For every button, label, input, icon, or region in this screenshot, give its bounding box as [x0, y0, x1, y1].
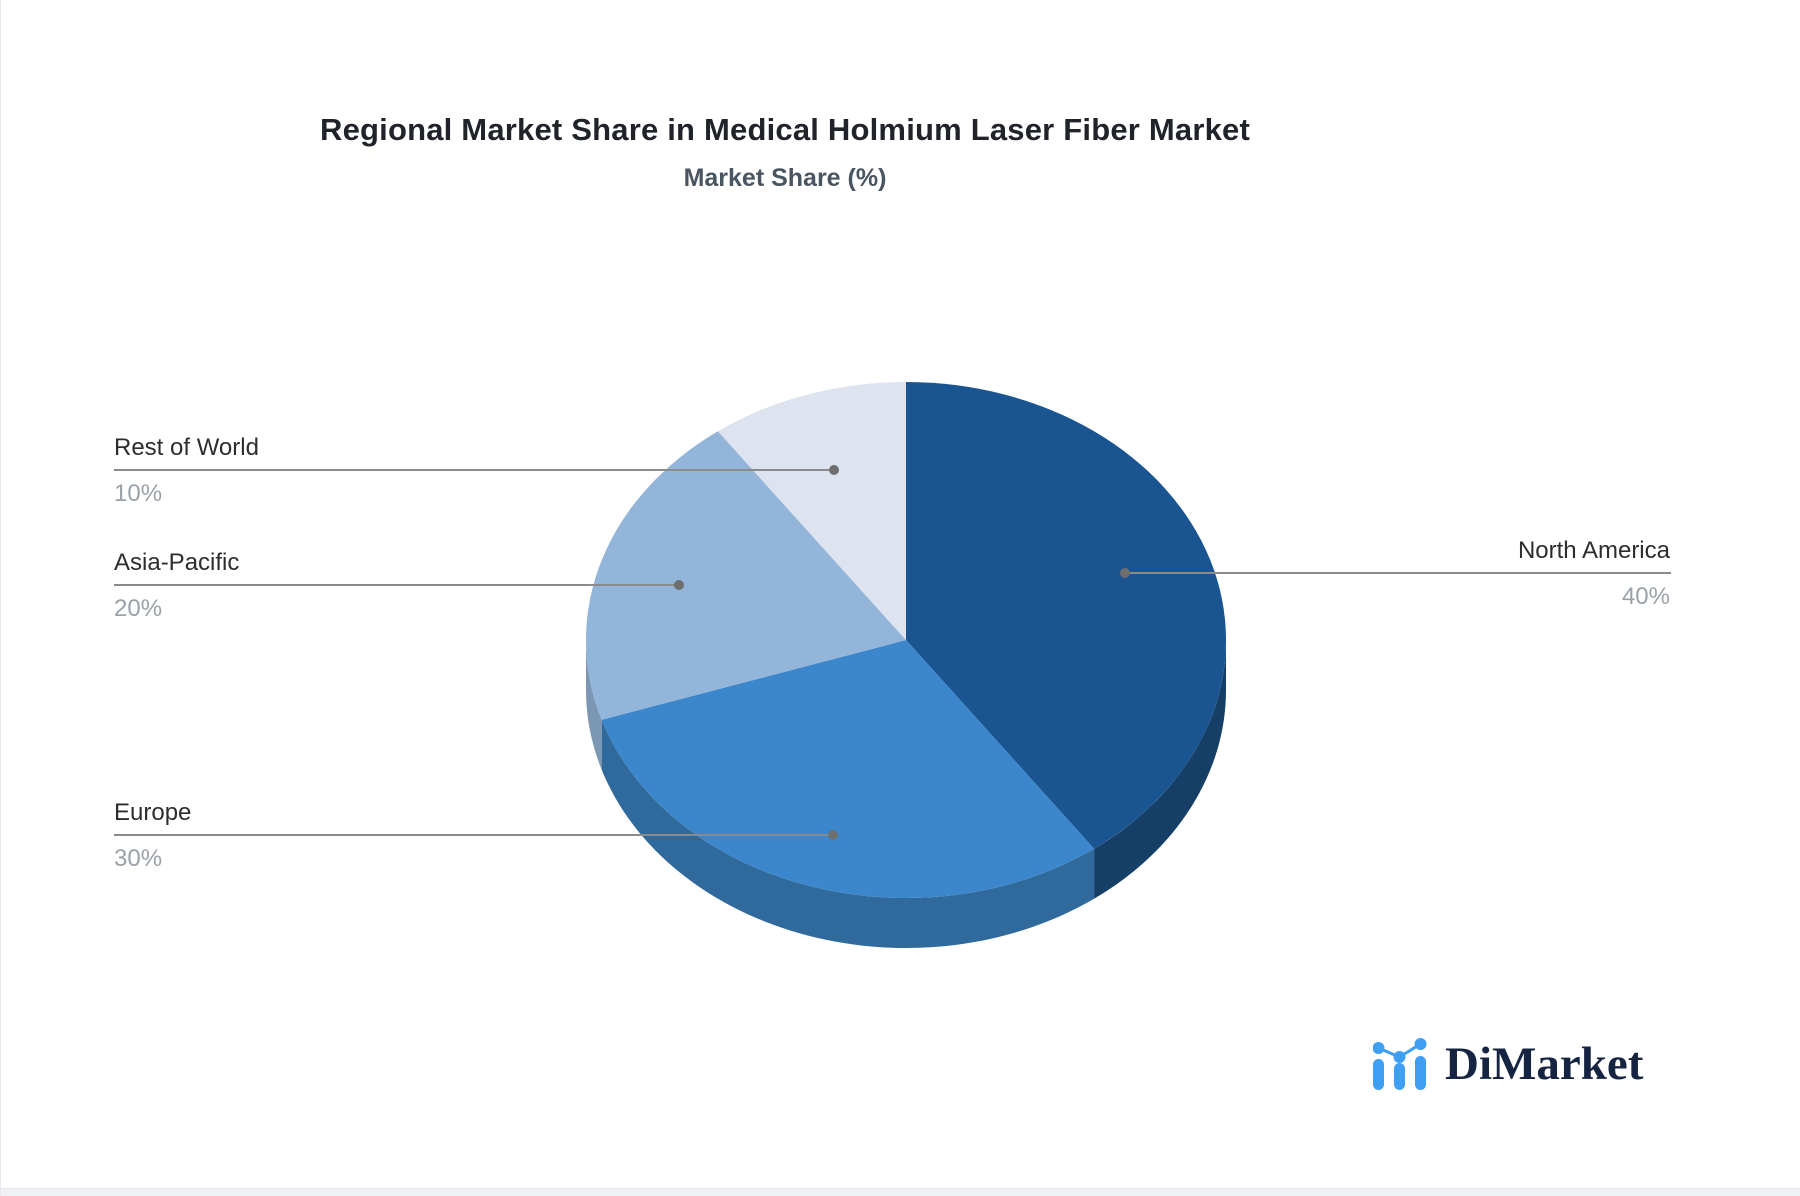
- callout-label-north-america: North America: [1517, 537, 1670, 564]
- callout-label-rest-of-world: Rest of World: [114, 434, 259, 461]
- callout-line-rest-of-world: [114, 469, 834, 471]
- pie-slice-asia-pacific[interactable]: [586, 431, 906, 720]
- callout-value-asia-pacific: 20%: [114, 595, 163, 622]
- callout-line-asia-pacific: [114, 584, 679, 586]
- callout-value-rest-of-world: 10%: [114, 480, 163, 507]
- callout-dot-asia-pacific: [674, 580, 684, 590]
- callout-value-europe: 30%: [114, 845, 163, 872]
- callout-value-north-america: 40%: [1621, 583, 1670, 610]
- pie-slice-side-north-america: [1094, 640, 1226, 899]
- pie-slice-europe[interactable]: [601, 640, 1095, 898]
- pie-slice-north-america[interactable]: [906, 382, 1227, 849]
- callout-dot-north-america: [1120, 568, 1130, 578]
- callout-line-north-america: [1125, 572, 1671, 574]
- brand-logo-text: DiMarket: [1445, 1038, 1644, 1090]
- chart-title: Regional Market Share in Medical Holmium…: [319, 112, 1250, 147]
- callout-line-europe: [114, 834, 833, 836]
- bar-chart-logo-icon: [1373, 1038, 1427, 1090]
- bottom-edge-strip: [1, 1188, 1800, 1196]
- pie-slice-side-europe: [601, 719, 1095, 949]
- chart-subtitle: Market Share (%): [683, 164, 887, 192]
- callout-dot-rest-of-world: [829, 465, 839, 475]
- pie-slice-rest-of-world[interactable]: [717, 382, 906, 640]
- callout-label-asia-pacific: Asia-Pacific: [114, 549, 240, 576]
- brand-logo: DiMarket: [1373, 1036, 1643, 1090]
- callout-label-europe: Europe: [114, 799, 192, 826]
- callout-dot-europe: [828, 830, 838, 840]
- pie-slice-side-asia-pacific: [586, 640, 602, 770]
